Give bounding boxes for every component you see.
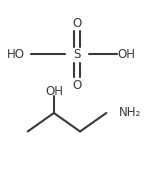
Text: OH: OH	[45, 85, 63, 98]
Text: O: O	[72, 79, 82, 92]
Text: S: S	[73, 48, 81, 61]
Text: O: O	[72, 17, 82, 30]
Text: NH₂: NH₂	[119, 106, 141, 119]
Text: OH: OH	[117, 48, 135, 61]
Text: HO: HO	[6, 48, 24, 61]
